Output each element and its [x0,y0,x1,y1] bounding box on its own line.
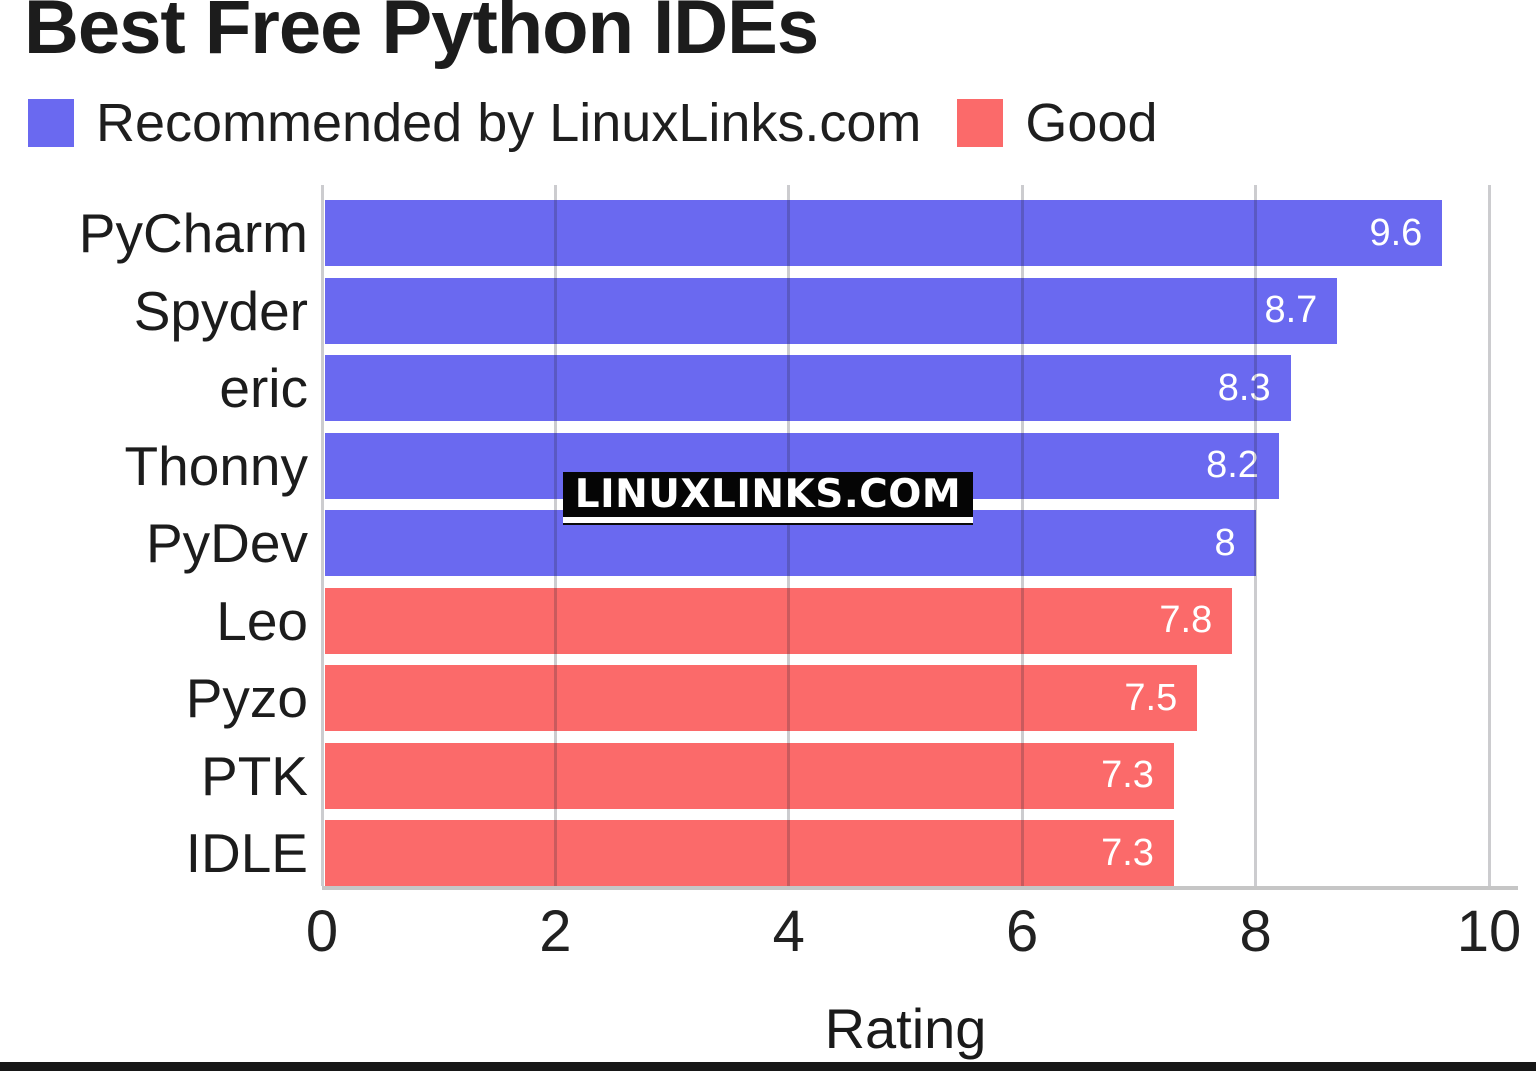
y-axis-label-IDLE: IDLE [185,822,308,884]
y-axis-label-Spyder: Spyder [133,279,308,342]
bar-value-label-PyDev: 8 [1214,521,1236,564]
x-axis-tick-label-6: 6 [1006,899,1039,964]
gridline-2 [553,185,557,886]
bar-row-Leo: Leo 7.8 [0,587,1536,654]
bar-value-label-eric: 8.3 [1217,366,1271,409]
bar-Leo: 7.8 [325,587,1233,654]
x-axis-tick-label-10: 10 [1456,899,1522,964]
watermark: LINUXLINKS.COM [563,472,973,523]
y-axis-label-PTK: PTK [201,744,308,807]
bar-row-Pyzo: Pyzo 7.5 [0,665,1536,731]
bar-Pyzo: 7.5 [325,665,1198,731]
gridline-6 [1020,185,1024,886]
bar-value-label-Thonny: 8.2 [1206,444,1259,486]
bar-value-label-PyCharm: 9.6 [1369,211,1423,254]
legend-swatch-good [957,99,1004,147]
bar-value-label-IDLE: 7.3 [1101,831,1154,874]
bar-IDLE: 7.3 [325,820,1174,886]
x-axis-tick-label-4: 4 [772,899,805,964]
bar-value-label-Spyder: 8.7 [1264,289,1318,331]
y-axis-label-PyCharm: PyCharm [78,202,308,264]
bar-eric: 8.3 [325,355,1291,421]
legend: Recommended by LinuxLinks.com Good [28,92,1194,154]
y-axis-label-eric: eric [219,357,308,419]
gridline-10 [1487,185,1491,886]
chart-title: Best Free Python IDEs [24,0,819,70]
bar-row-eric: eric 8.3 [0,355,1536,421]
bar-PyCharm: 9.6 [325,200,1443,266]
bar-row-Spyder: Spyder 8.7 [0,277,1536,344]
legend-item-good: Good [957,92,1158,154]
bar-row-PyCharm: PyCharm 9.6 [0,200,1536,266]
y-axis-label-Leo: Leo [216,589,308,652]
bar-row-PyDev: PyDev 8 [0,510,1536,576]
bar-Spyder: 8.7 [325,277,1338,344]
bar-row-PTK: PTK 7.3 [0,742,1536,809]
bar-PTK: 7.3 [325,742,1174,809]
y-axis-label-Thonny: Thonny [124,434,308,497]
bottom-strip [0,1062,1536,1071]
legend-label-good: Good [1025,93,1158,153]
y-axis-label-PyDev: PyDev [146,512,308,574]
bar-value-label-Leo: 7.8 [1159,599,1213,641]
x-axis-title: Rating [824,997,987,1060]
x-axis-tick-label-0: 0 [305,899,339,964]
legend-swatch-recommended [28,99,74,147]
gridline-8 [1254,185,1258,886]
gridline-0 [320,185,324,886]
legend-label-recommended: Recommended by LinuxLinks.com [96,93,922,153]
gridline-4 [787,185,791,886]
bar-value-label-PTK: 7.3 [1101,754,1154,796]
legend-item-recommended: Recommended by LinuxLinks.com [28,92,921,154]
bar-row-IDLE: IDLE 7.3 [0,820,1536,886]
x-axis-line [322,886,1518,890]
bar-value-label-Pyzo: 7.5 [1124,676,1178,719]
x-axis-tick-label-8: 8 [1239,899,1272,964]
x-axis-tick-label-2: 2 [539,899,572,964]
y-axis-label-Pyzo: Pyzo [185,667,308,729]
